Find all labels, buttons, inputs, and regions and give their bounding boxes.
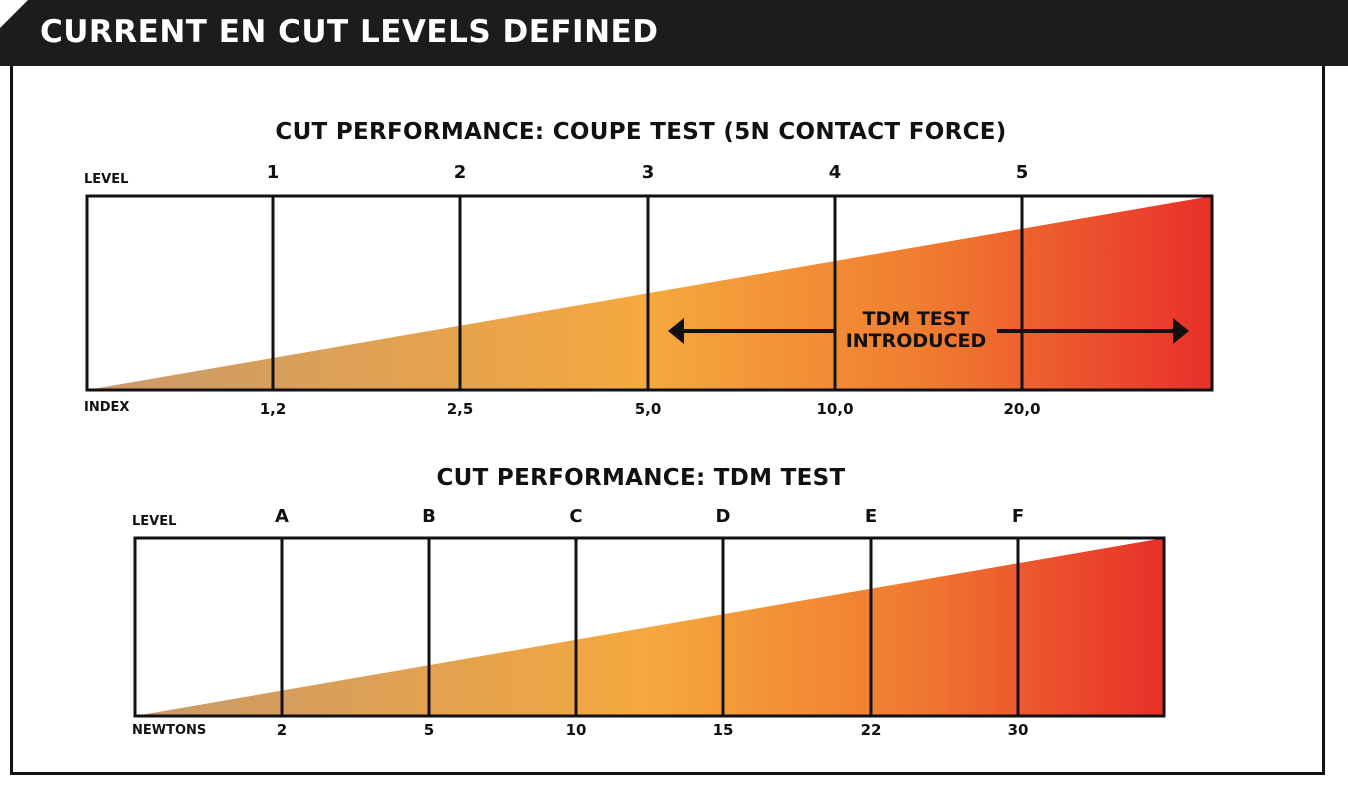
tdm-newton-1: 2 xyxy=(276,721,288,739)
tdm-annotation-line2: INTRODUCED xyxy=(845,330,987,352)
coupe-level-3: 3 xyxy=(641,162,655,183)
tdm-annotation-line1: TDM TEST xyxy=(862,308,970,330)
tdm-level-6: F xyxy=(1011,506,1025,527)
coupe-chart xyxy=(85,194,1214,392)
tdm-level-3: C xyxy=(569,506,583,527)
tdm-level-2: B xyxy=(422,506,436,527)
tdm-newton-2: 5 xyxy=(423,721,435,739)
tdm-annotation: TDM TEST INTRODUCED xyxy=(841,308,991,352)
tdm-level-1: A xyxy=(275,506,289,527)
content-frame xyxy=(10,66,1325,775)
coupe-index-label: INDEX xyxy=(84,400,130,415)
tdm-arrows xyxy=(668,318,1189,344)
tdm-level-label: LEVEL xyxy=(132,514,177,529)
right-arrow-head xyxy=(1173,318,1189,344)
tdm-chart-title: CUT PERFORMANCE: TDM TEST xyxy=(436,465,846,491)
tdm-gradient-wedge xyxy=(135,538,1164,716)
coupe-index-5: 20,0 xyxy=(1003,400,1041,418)
header-bar: CURRENT EN CUT LEVELS DEFINED xyxy=(0,0,1348,66)
coupe-index-4: 10,0 xyxy=(816,400,854,418)
header-background xyxy=(0,0,1348,66)
left-arrow-head xyxy=(668,318,684,344)
tdm-box xyxy=(133,536,1166,718)
tdm-newton-4: 15 xyxy=(712,721,734,739)
coupe-chart-title: CUT PERFORMANCE: COUPE TEST (5N CONTACT … xyxy=(275,119,1007,145)
coupe-dividers xyxy=(271,196,1024,390)
tdm-newton-3: 10 xyxy=(565,721,587,739)
tdm-dividers xyxy=(280,538,1020,716)
tdm-newton-6: 30 xyxy=(1007,721,1029,739)
tdm-newtons-label: NEWTONS xyxy=(132,723,207,738)
coupe-level-5: 5 xyxy=(1015,162,1029,183)
coupe-index-2: 2,5 xyxy=(446,400,474,418)
tdm-level-4: D xyxy=(715,506,731,527)
tdm-level-5: E xyxy=(864,506,878,527)
page-title: CURRENT EN CUT LEVELS DEFINED xyxy=(40,14,659,50)
tdm-newton-5: 22 xyxy=(860,721,882,739)
coupe-level-2: 2 xyxy=(453,162,467,183)
coupe-index-3: 5,0 xyxy=(634,400,662,418)
coupe-level-1: 1 xyxy=(266,162,280,183)
coupe-level-4: 4 xyxy=(828,162,842,183)
coupe-level-label: LEVEL xyxy=(84,172,129,187)
coupe-index-1: 1,2 xyxy=(259,400,287,418)
tdm-chart xyxy=(133,536,1166,718)
